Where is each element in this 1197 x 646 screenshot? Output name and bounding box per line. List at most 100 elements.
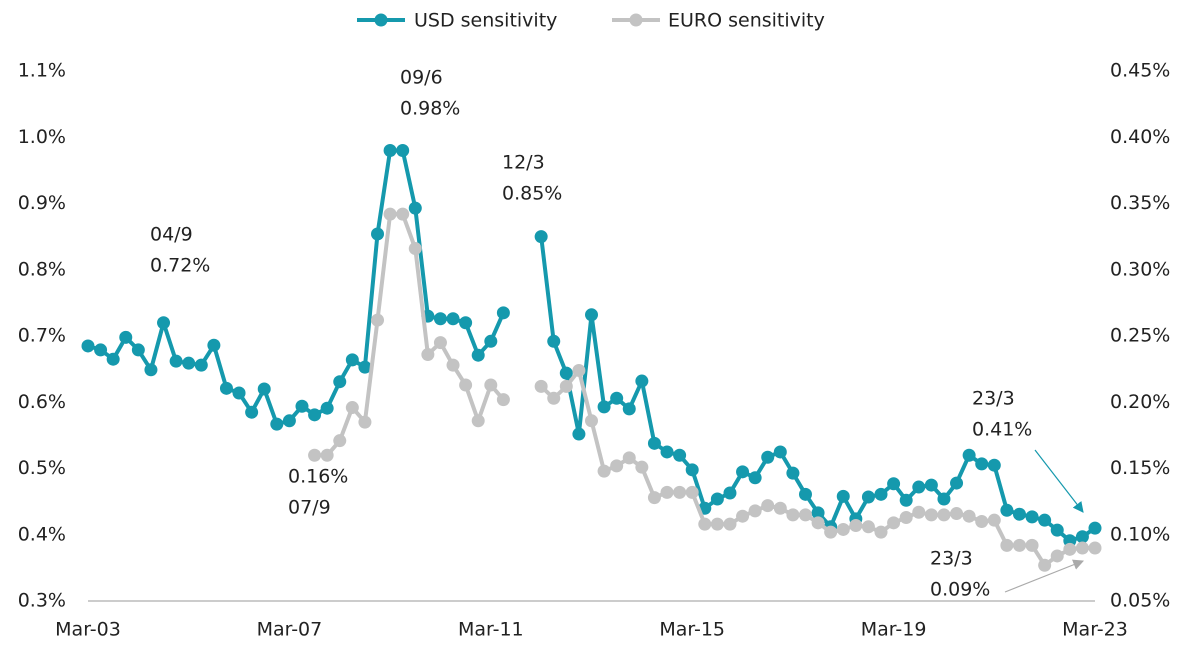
data-point [1025,538,1039,552]
data-point [836,522,850,536]
data-point [383,207,397,221]
data-point [874,487,888,501]
data-point [320,401,334,415]
data-point [635,460,649,474]
data-point [811,506,825,520]
data-point [446,312,460,326]
data-point [761,450,775,464]
data-point [371,227,385,241]
y2-tick-label: 0.25% [1110,325,1170,347]
data-point [836,489,850,503]
data-point [899,493,913,507]
annotation: 0.16% [288,466,348,488]
data-point [383,144,397,157]
annotation: 0.09% [930,579,990,601]
data-point [937,508,951,522]
data-point [786,508,800,522]
data-point [962,509,976,523]
data-point [433,312,447,326]
data-point [673,448,687,462]
data-point [874,525,888,539]
data-point [1075,530,1089,544]
data-point [396,207,410,221]
y2-tick-label: 0.35% [1110,192,1170,214]
data-point [937,492,951,506]
data-point [610,459,624,473]
y-tick-label: 0.7% [18,325,66,347]
data-point [169,354,183,368]
data-point [408,201,422,215]
data-point [811,516,825,530]
data-point [710,517,724,531]
data-point [975,515,989,528]
data-point [320,448,334,462]
data-point [635,374,649,388]
legend-label: EURO sensitivity [668,10,825,32]
data-point [786,466,800,480]
data-point [849,518,863,532]
data-point [861,520,875,534]
data-point [496,306,510,320]
data-point [182,356,196,370]
data-point [245,405,259,419]
data-point [219,381,233,395]
series-line [87,148,1097,543]
data-point [798,487,812,501]
data-point [736,465,750,479]
data-point [433,336,447,350]
annotation: 0.41% [972,419,1032,441]
data-point [1000,503,1014,517]
data-point [471,348,485,362]
data-point [887,477,901,491]
data-point [333,375,347,389]
y2-tick-label: 0.45% [1110,60,1170,82]
x-tick-label: Mar-23 [1062,619,1128,641]
data-point [459,378,473,392]
data-point [194,358,208,372]
data-point [773,445,787,459]
data-point [748,471,762,485]
data-point [207,338,221,352]
data-point [1050,549,1064,563]
data-point [484,334,498,348]
data-point [673,485,687,499]
data-point [736,509,750,523]
data-point [547,391,561,405]
data-point [421,348,435,362]
data-point [257,382,271,396]
x-tick-label: Mar-15 [659,619,725,641]
data-point [723,517,737,531]
data-point [572,363,586,377]
data-point [106,352,120,366]
y-tick-label: 0.3% [18,590,66,612]
annotation: 0.85% [502,183,562,205]
annotation: 23/3 [930,548,973,570]
y-tick-label: 0.8% [18,258,66,280]
data-point [94,343,108,357]
data-point [572,427,586,441]
data-point [1063,542,1077,556]
data-point [950,507,964,521]
data-point [622,451,636,465]
legend-marker [629,13,643,27]
data-point [824,525,838,539]
y2-tick-label: 0.10% [1110,523,1170,545]
data-point [585,414,598,428]
annotation: 09/6 [400,67,443,89]
annotation: 07/9 [288,497,331,519]
data-point [597,464,611,478]
data-point [597,400,611,414]
data-point [1075,541,1089,555]
legend-label: USD sensitivity [414,10,557,32]
data-point [270,417,284,431]
annotation: 12/3 [502,152,545,174]
y2-tick-label: 0.05% [1110,590,1170,612]
data-point [1012,507,1026,521]
y-tick-label: 0.6% [18,391,66,413]
data-point [710,492,724,506]
y-tick-label: 0.5% [18,457,66,479]
data-point [761,499,775,513]
data-point [157,316,171,330]
data-point [887,516,901,530]
